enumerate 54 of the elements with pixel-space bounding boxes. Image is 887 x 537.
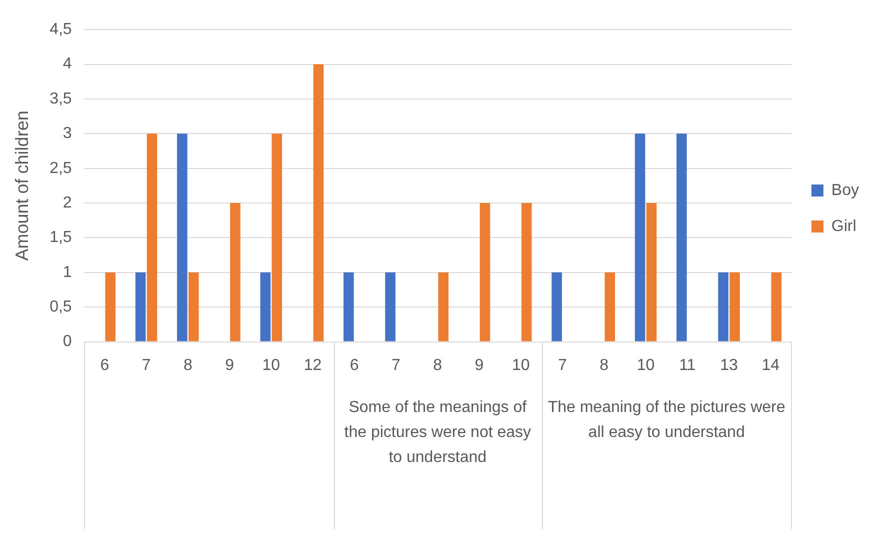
bar xyxy=(230,203,240,342)
bar xyxy=(313,64,324,342)
bar xyxy=(634,134,646,342)
bar xyxy=(771,272,782,342)
y-tick-label: 3 xyxy=(62,125,72,142)
bar xyxy=(521,203,532,342)
bar xyxy=(480,203,490,342)
bar xyxy=(272,134,282,342)
bar xyxy=(730,272,740,342)
text: Some of the meanings of the pictures were not easy to understand xyxy=(344,399,532,466)
y-tick-label: 4 xyxy=(62,56,72,73)
bar xyxy=(385,272,396,342)
bar xyxy=(146,134,158,342)
y-tick-label: 0,5 xyxy=(50,298,72,316)
bar xyxy=(344,272,354,342)
x-tick-label: 10 xyxy=(512,356,530,374)
x-tick-label: 6 xyxy=(350,356,359,374)
y-tick-label: 1 xyxy=(62,264,72,281)
x-tick-label: 14 xyxy=(762,356,780,374)
bar xyxy=(646,203,657,342)
y-tick-label: 3,5 xyxy=(50,90,72,108)
bar xyxy=(718,272,728,342)
y-tick-label: 4,5 xyxy=(50,21,72,38)
x-tick-label: 9 xyxy=(474,356,484,374)
x-tick-label: 10 xyxy=(262,356,280,374)
y-tick-label: 1,5 xyxy=(50,229,72,246)
text: The meaning of the pictures were all easy to understand xyxy=(548,399,786,442)
bar xyxy=(438,272,449,342)
y-tick-label: 0 xyxy=(62,333,72,350)
x-tick-label: 9 xyxy=(225,356,234,374)
x-tick-label: 7 xyxy=(392,356,401,374)
bar xyxy=(135,272,146,342)
x-tick-label: 6 xyxy=(100,356,110,374)
x-tick-label: 13 xyxy=(720,356,738,374)
bar xyxy=(604,272,615,342)
x-tick-label: 10 xyxy=(636,356,655,374)
x-tick-label: 7 xyxy=(142,356,151,374)
bar xyxy=(260,272,271,342)
legend-label: Girl xyxy=(831,218,856,235)
x-tick-label: 11 xyxy=(679,356,696,374)
y-axis-title: Amount of children xyxy=(12,110,32,261)
x-tick-label: 8 xyxy=(600,356,609,374)
bar xyxy=(177,134,188,342)
x-tick-label: 7 xyxy=(558,356,568,374)
x-tick-label: 12 xyxy=(304,356,322,374)
y-tick-label: 2,5 xyxy=(50,160,72,177)
bar xyxy=(676,134,687,342)
bar xyxy=(188,272,199,342)
y-tick-label: 2 xyxy=(62,194,72,212)
x-tick-label: 8 xyxy=(183,356,192,374)
legend-label: Boy xyxy=(831,182,860,199)
x-tick-label: 8 xyxy=(433,356,442,374)
bar xyxy=(552,272,562,342)
bar xyxy=(105,272,116,342)
